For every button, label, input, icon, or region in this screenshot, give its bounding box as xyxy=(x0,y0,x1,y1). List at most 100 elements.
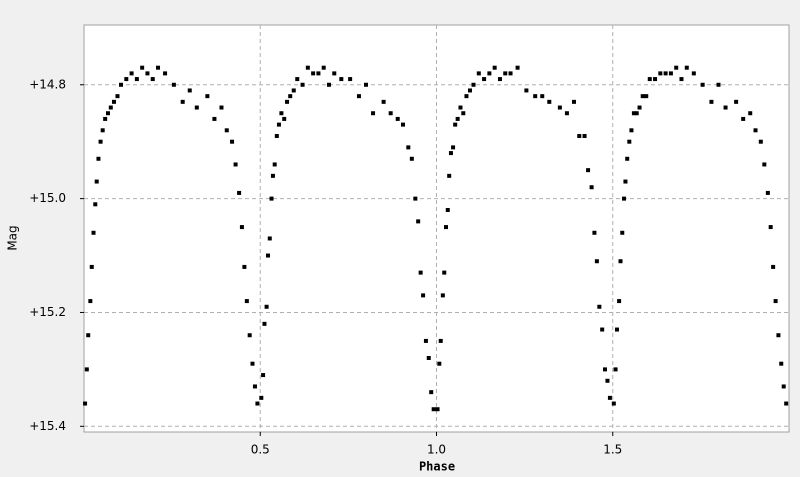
data-point xyxy=(503,71,508,76)
data-point xyxy=(105,111,110,116)
data-point xyxy=(607,395,612,400)
data-point xyxy=(508,71,513,76)
data-point xyxy=(447,173,452,178)
y-tick-label: +15.0 xyxy=(29,191,66,205)
data-point xyxy=(205,94,210,99)
data-point xyxy=(119,82,124,87)
data-point xyxy=(668,71,673,76)
data-point xyxy=(140,65,145,70)
data-point xyxy=(577,134,582,138)
data-point xyxy=(617,299,622,304)
data-point xyxy=(600,327,605,332)
data-point xyxy=(611,401,616,406)
data-point xyxy=(444,225,449,230)
data-point xyxy=(461,111,466,116)
data-point xyxy=(748,111,753,116)
data-point xyxy=(145,71,150,76)
data-point xyxy=(776,333,781,338)
data-point xyxy=(679,77,684,82)
data-point xyxy=(91,230,96,235)
data-point xyxy=(476,71,481,76)
data-point xyxy=(115,94,120,99)
data-point xyxy=(282,116,287,121)
data-point xyxy=(758,139,763,144)
data-point xyxy=(262,321,267,326)
data-point xyxy=(741,116,746,121)
data-point xyxy=(773,299,778,304)
data-point xyxy=(716,82,721,87)
data-point xyxy=(321,65,326,70)
data-point xyxy=(779,361,784,366)
data-point xyxy=(618,259,623,264)
data-point xyxy=(187,88,192,93)
data-point xyxy=(180,99,185,104)
data-point xyxy=(464,94,469,99)
data-point xyxy=(242,264,247,269)
data-point xyxy=(295,77,300,82)
data-point xyxy=(637,105,642,110)
data-point xyxy=(663,71,668,76)
data-point xyxy=(247,333,252,338)
data-point xyxy=(93,202,98,207)
data-point xyxy=(89,264,94,269)
data-point xyxy=(124,77,129,82)
data-point xyxy=(765,190,770,195)
data-point xyxy=(602,367,607,372)
x-tick-label: 1.5 xyxy=(603,443,622,457)
data-point xyxy=(264,304,269,309)
data-point xyxy=(586,168,591,173)
data-point xyxy=(426,356,431,360)
data-point xyxy=(458,105,463,110)
data-point xyxy=(276,122,281,127)
y-tick-label: +14.8 xyxy=(29,77,66,91)
data-point xyxy=(605,378,610,383)
data-point xyxy=(364,82,368,87)
data-point xyxy=(250,361,255,366)
data-point xyxy=(487,71,492,76)
x-axis-label: Phase xyxy=(419,460,455,474)
data-point xyxy=(316,71,321,76)
data-point xyxy=(94,179,99,184)
data-point xyxy=(594,259,599,264)
data-point xyxy=(332,71,337,76)
data-point xyxy=(482,77,487,82)
data-point xyxy=(88,299,93,304)
data-point xyxy=(492,65,497,70)
data-point xyxy=(597,304,602,309)
data-point xyxy=(305,65,310,70)
data-point xyxy=(326,82,331,87)
data-point xyxy=(734,99,739,104)
data-point xyxy=(300,82,305,87)
data-point xyxy=(103,116,108,121)
data-point xyxy=(98,139,103,144)
data-point xyxy=(111,99,116,104)
data-point xyxy=(84,367,89,372)
data-point xyxy=(339,77,344,82)
data-point xyxy=(582,134,587,138)
data-point xyxy=(270,173,275,178)
data-point xyxy=(640,94,645,99)
data-point xyxy=(762,162,767,167)
data-point xyxy=(564,111,569,116)
data-point xyxy=(381,99,386,104)
data-point xyxy=(239,225,244,230)
data-point xyxy=(634,111,639,116)
data-point xyxy=(647,77,652,82)
data-point xyxy=(388,111,393,116)
data-point xyxy=(423,338,428,343)
data-point xyxy=(100,128,105,133)
data-point xyxy=(442,270,447,275)
data-point xyxy=(171,82,176,87)
data-point xyxy=(224,128,229,133)
data-point xyxy=(401,122,406,127)
data-point xyxy=(194,105,199,110)
data-point xyxy=(557,105,562,110)
data-point xyxy=(653,77,658,82)
data-point xyxy=(622,196,627,201)
data-point xyxy=(753,128,758,133)
data-point xyxy=(266,253,271,258)
data-point xyxy=(244,299,249,304)
data-point xyxy=(413,196,418,201)
data-point xyxy=(471,82,476,87)
data-point xyxy=(547,99,552,104)
